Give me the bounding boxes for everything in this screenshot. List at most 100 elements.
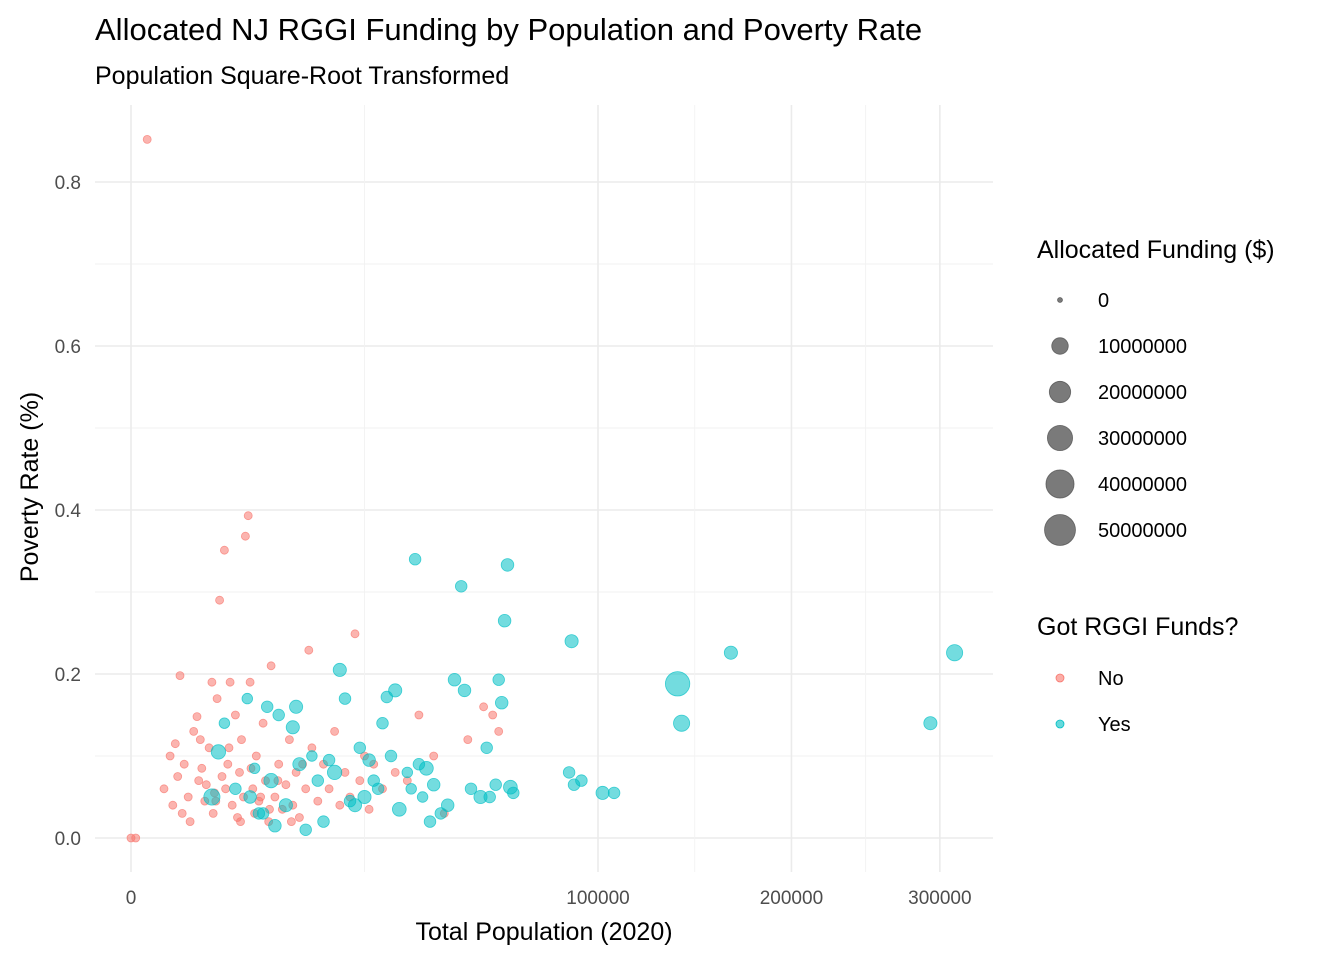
point-no: [207, 677, 217, 687]
point-no: [313, 796, 323, 806]
point-no: [170, 739, 180, 749]
point-yes: [261, 700, 274, 714]
point-yes: [317, 815, 330, 828]
point-yes: [607, 786, 621, 800]
point-yes: [299, 823, 312, 837]
point-no: [221, 784, 231, 794]
point-no: [173, 772, 183, 781]
size-legend-label: 30000000: [1098, 428, 1187, 450]
point-no: [304, 645, 314, 655]
point-no: [270, 792, 280, 802]
size-legend-key: [1047, 424, 1074, 451]
point-no: [185, 817, 195, 826]
point-no: [227, 800, 237, 810]
color-legend-label: No: [1098, 668, 1124, 690]
point-no: [286, 817, 296, 826]
point-no: [183, 792, 193, 802]
point-yes: [332, 662, 347, 677]
point-no: [230, 710, 240, 720]
point-no: [131, 833, 141, 843]
point-yes: [210, 744, 226, 760]
color-legend-label: Yes: [1098, 714, 1131, 736]
point-yes: [489, 778, 502, 791]
y-tick-label: 0.2: [55, 665, 81, 686]
point-yes: [416, 791, 429, 803]
point-yes: [507, 786, 520, 800]
point-yes: [241, 692, 254, 705]
point-yes: [441, 798, 455, 812]
point-yes: [357, 790, 372, 805]
color-legend-key-no: [1055, 673, 1065, 683]
x-tick-label: 100000: [566, 888, 629, 909]
point-yes: [464, 782, 478, 796]
point-no: [177, 809, 187, 818]
point-yes: [492, 673, 505, 686]
point-yes: [272, 708, 285, 722]
point-no: [390, 768, 400, 777]
point-no: [208, 809, 218, 818]
point-no: [195, 735, 205, 744]
point-yes: [218, 717, 231, 729]
point-no: [223, 759, 233, 769]
point-yes: [391, 801, 407, 817]
y-tick-label: 0.6: [55, 337, 81, 358]
point-yes: [455, 580, 468, 593]
point-yes: [480, 741, 493, 755]
color-legend-title: Got RGGI Funds?: [1037, 613, 1238, 641]
point-yes: [326, 764, 343, 781]
point-no: [355, 776, 365, 785]
point-no: [215, 595, 225, 605]
point-yes: [311, 774, 325, 787]
point-no: [217, 772, 227, 781]
x-tick-label: 300000: [908, 888, 971, 909]
point-no: [235, 768, 244, 777]
point-yes: [401, 766, 414, 779]
point-yes: [306, 750, 318, 762]
point-no: [179, 759, 189, 769]
point-no: [201, 780, 211, 790]
point-yes: [322, 753, 336, 767]
point-yes: [203, 788, 221, 806]
chart-subtitle: Population Square-Root Transformed: [95, 62, 509, 90]
point-no: [340, 768, 350, 777]
point-yes: [419, 760, 434, 776]
point-yes: [252, 807, 266, 820]
point-yes: [367, 774, 380, 787]
size-legend-key: [1057, 297, 1063, 303]
y-axis-title: Poverty Rate (%): [16, 392, 44, 582]
point-no: [168, 800, 178, 810]
point-no: [256, 792, 266, 802]
point-no: [301, 784, 311, 794]
size-legend-key: [1051, 337, 1069, 355]
point-no: [258, 718, 268, 728]
size-legend: Allocated Funding ($) 0 10000000 20000000 3…: [1037, 236, 1275, 546]
point-yes: [343, 794, 357, 808]
x-tick-label: 200000: [760, 888, 823, 909]
point-yes: [289, 699, 304, 714]
point-yes: [457, 683, 472, 698]
point-yes: [268, 819, 282, 833]
point-no: [236, 817, 245, 826]
point-yes: [483, 790, 496, 804]
point-no: [324, 784, 334, 794]
point-no: [189, 727, 199, 736]
point-yes: [664, 671, 691, 697]
point-yes: [423, 815, 437, 828]
point-no: [194, 776, 204, 785]
point-yes: [243, 790, 257, 804]
point-yes: [562, 766, 576, 779]
point-yes: [405, 783, 417, 795]
point-yes: [500, 558, 515, 572]
chart-title: Allocated NJ RGGI Funding by Population …: [95, 12, 922, 47]
point-no: [429, 751, 439, 761]
point-yes: [292, 757, 307, 772]
x-tick-label: 0: [126, 888, 137, 909]
point-no: [165, 751, 175, 761]
point-yes: [408, 553, 422, 566]
y-tick-label: 0.0: [55, 829, 81, 850]
point-yes: [338, 692, 352, 705]
point-no: [364, 804, 374, 814]
point-yes: [362, 753, 376, 767]
point-yes: [384, 749, 398, 763]
point-no: [251, 751, 261, 761]
